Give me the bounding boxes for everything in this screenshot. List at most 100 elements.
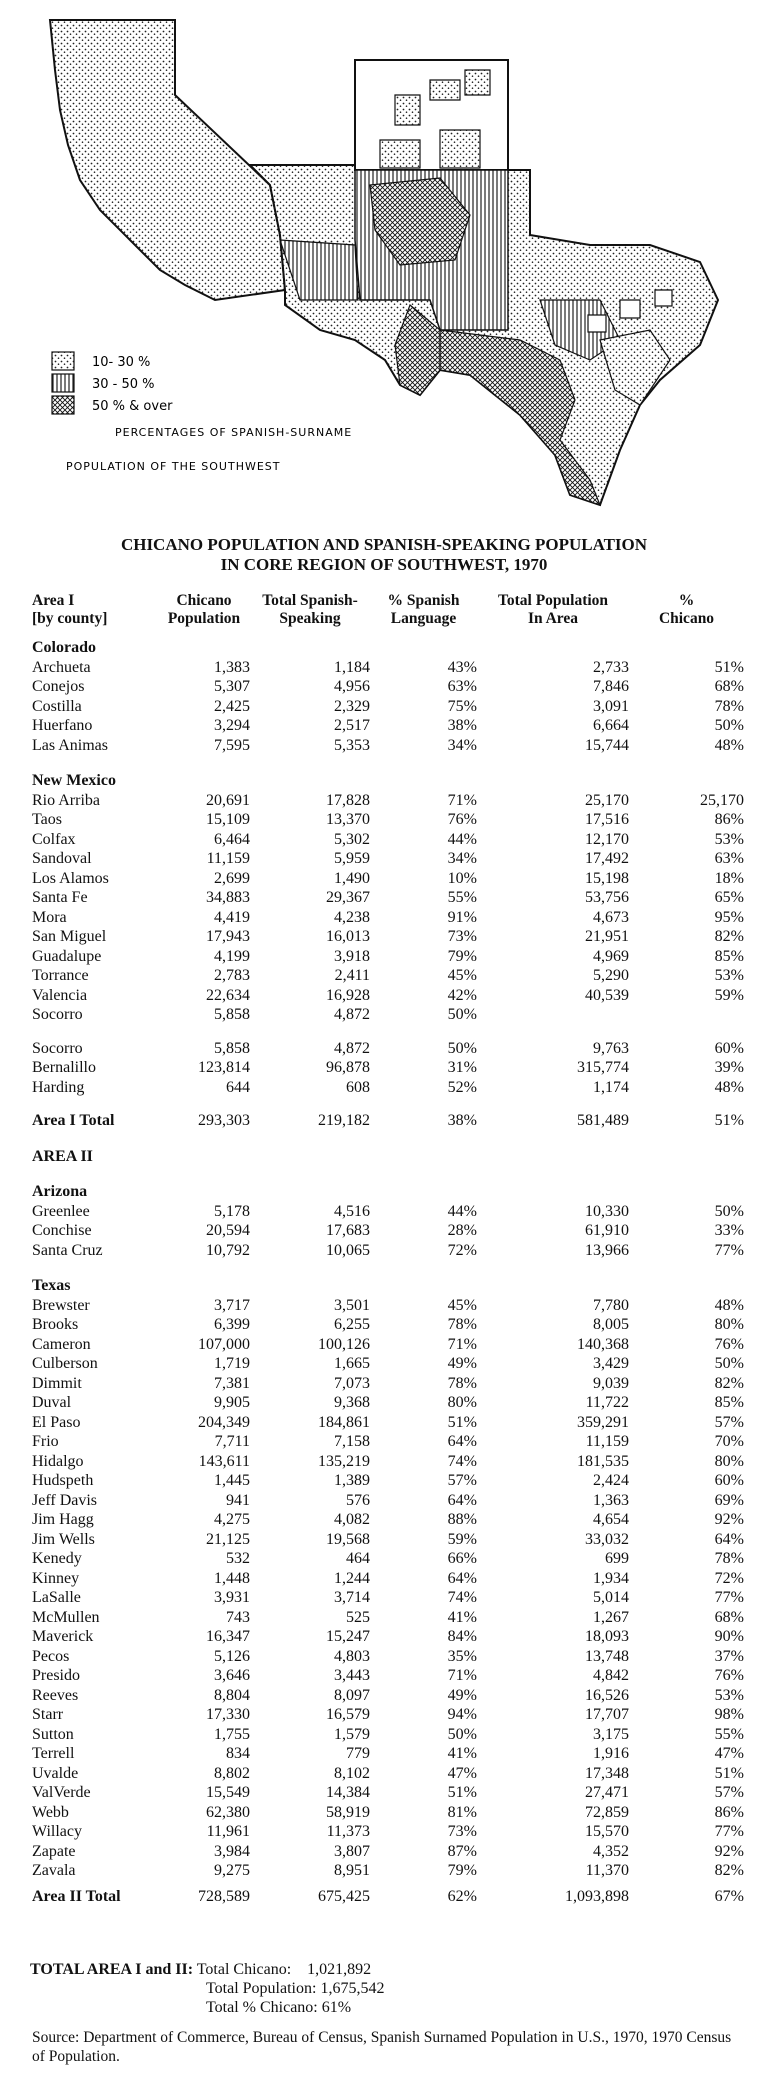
county-name-cell: Dimmit <box>32 1374 82 1392</box>
spanish-speaking-cell: 6,255 <box>334 1316 370 1333</box>
pct-chicano-cell: 64% <box>714 1530 744 1548</box>
chicano-population-cell: 5,858 <box>214 1039 250 1057</box>
pct-chicano-cell: 51% <box>714 1112 744 1129</box>
total-population-label: Total Population: <box>206 1980 317 1997</box>
pct-chicano-cell: 53% <box>714 967 744 984</box>
totals-label: TOTAL AREA I and II: <box>30 1961 194 1978</box>
spanish-speaking-cell: 608 <box>346 1078 370 1096</box>
county-name-cell: Uvalde <box>32 1764 79 1782</box>
pct-spanish-cell: 72% <box>447 1241 477 1259</box>
total-population-cell: 3,175 <box>593 1725 629 1743</box>
total-population-cell: 3,429 <box>593 1355 629 1372</box>
county-name-cell: Taos <box>32 811 62 828</box>
section-label: Colorado <box>32 639 96 656</box>
pct-chicano-cell: 47% <box>714 1745 744 1762</box>
chicano-population-cell: 1,383 <box>214 658 250 676</box>
chicano-population-cell: 3,984 <box>214 1842 250 1860</box>
map-caption-line1: PERCENTAGES OF SPANISH-SURNAME <box>115 426 352 439</box>
spanish-speaking-cell: 1,184 <box>334 658 370 676</box>
pct-chicano-cell: 77% <box>714 1823 744 1840</box>
spanish-speaking-cell: 3,443 <box>334 1667 370 1684</box>
spanish-speaking-cell: 1,490 <box>334 869 370 887</box>
total-population-cell: 17,707 <box>585 1706 629 1723</box>
title-line-1: CHICANO POPULATION AND SPANISH-SPEAKING … <box>120 535 648 554</box>
spanish-speaking-cell: 3,807 <box>334 1842 370 1860</box>
spanish-speaking-cell: 16,013 <box>326 928 370 945</box>
spanish-speaking-cell: 8,097 <box>334 1686 370 1704</box>
chicano-population-cell: 17,330 <box>206 1706 250 1723</box>
table-row: Starr 17,330 16,579 94% 17,707 98% <box>28 1705 744 1725</box>
spanish-speaking-cell: 13,370 <box>326 811 370 828</box>
pct-chicano-cell: 69% <box>714 1491 744 1509</box>
county-name-cell: Maverick <box>32 1628 94 1645</box>
pct-chicano-cell: 51% <box>714 1764 744 1782</box>
pct-chicano-cell: 72% <box>714 1569 744 1587</box>
pct-chicano-cell: 50% <box>714 1355 744 1372</box>
spacer-cell <box>28 1131 744 1145</box>
table-body: Colorado Archueta 1,383 1,184 43% 2,733 51% Con… <box>28 636 744 1906</box>
total-population-cell: 315,774 <box>577 1059 629 1076</box>
chicano-population-cell: 5,126 <box>214 1647 250 1665</box>
county-name-cell: Guadalupe <box>32 947 102 965</box>
county-name-cell: McMullen <box>32 1608 100 1626</box>
total-population-cell: 9,763 <box>593 1039 629 1057</box>
pct-chicano-cell: 50% <box>714 1202 744 1220</box>
table-row: Colfax 6,464 5,302 44% 12,170 53% <box>28 830 744 850</box>
pct-chicano-cell: 59% <box>714 986 744 1004</box>
chicano-population-cell: 204,349 <box>198 1413 250 1431</box>
table-row: Harding 644 608 52% 1,174 48% <box>28 1078 744 1098</box>
spacer-cell <box>28 1025 744 1039</box>
county-name-cell: Hidalgo <box>32 1452 84 1470</box>
county-name-cell: Zapate <box>32 1842 76 1860</box>
chicano-population-cell: 21,125 <box>206 1530 250 1548</box>
total-population-cell: 4,842 <box>593 1667 629 1684</box>
total-population-cell: 25,170 <box>585 791 629 809</box>
total-population-cell: 1,363 <box>593 1491 629 1509</box>
chicano-population-cell: 16,347 <box>206 1628 250 1645</box>
total-population-cell: 5,290 <box>593 967 629 984</box>
total-population-cell: 17,516 <box>585 811 629 828</box>
chicano-population-cell: 34,883 <box>206 889 250 906</box>
chicano-population-cell: 743 <box>226 1608 250 1626</box>
pct-spanish-cell: 63% <box>447 678 477 695</box>
table-row: Cameron 107,000 100,126 71% 140,368 76% <box>28 1335 744 1355</box>
section-row: Arizona <box>28 1180 744 1202</box>
total-population-cell: 1,916 <box>593 1745 629 1762</box>
total-population-cell: 17,348 <box>585 1764 629 1782</box>
total-population-value: 1,675,542 <box>320 1980 385 1997</box>
total-population-cell: 699 <box>605 1550 629 1567</box>
spanish-speaking-cell: 16,928 <box>326 986 370 1004</box>
pct-spanish-cell: 64% <box>447 1433 477 1450</box>
table-row: Pecos 5,126 4,803 35% 13,748 37% <box>28 1647 744 1667</box>
total-population-cell: 11,159 <box>585 1433 629 1450</box>
header-total-population: Total Population In Area <box>497 592 609 627</box>
total-population-cell: 10,330 <box>585 1202 629 1220</box>
total-population-cell: 4,654 <box>593 1511 629 1528</box>
pct-chicano-cell: 82% <box>714 1862 744 1879</box>
pct-spanish-cell: 51% <box>447 1784 477 1801</box>
county-name-cell: Webb <box>32 1803 69 1821</box>
pct-chicano-cell: 85% <box>714 1394 744 1411</box>
pct-spanish-cell: 73% <box>447 1823 477 1840</box>
legend-label-3: 50 % & over <box>92 399 173 414</box>
spanish-speaking-cell: 96,878 <box>326 1059 370 1076</box>
table-row: Costilla 2,425 2,329 75% 3,091 78% <box>28 697 744 717</box>
pct-chicano-cell: 39% <box>714 1059 744 1076</box>
pct-spanish-cell: 79% <box>447 1862 477 1879</box>
spanish-speaking-cell: 8,951 <box>334 1862 370 1879</box>
pct-spanish-cell: 59% <box>447 1530 477 1548</box>
table-row: McMullen 743 525 41% 1,267 68% <box>28 1608 744 1628</box>
county-name-cell: Area I Total <box>32 1112 115 1129</box>
total-population-cell: 1,093,898 <box>565 1887 629 1905</box>
table-row: Willacy 11,961 11,373 73% 15,570 77% <box>28 1822 744 1842</box>
chicano-population-cell: 62,380 <box>206 1803 250 1821</box>
county-name-cell: Mora <box>32 908 67 926</box>
spanish-speaking-cell: 779 <box>346 1745 370 1762</box>
pct-spanish-cell: 74% <box>447 1452 477 1470</box>
pct-chicano-cell: 50% <box>714 717 744 734</box>
spanish-speaking-cell: 3,714 <box>334 1589 370 1606</box>
total-population-cell: 4,673 <box>593 908 629 926</box>
spacer-cell <box>28 1097 744 1111</box>
chicano-population-cell: 4,275 <box>214 1511 250 1528</box>
pct-spanish-cell: 57% <box>447 1472 477 1489</box>
